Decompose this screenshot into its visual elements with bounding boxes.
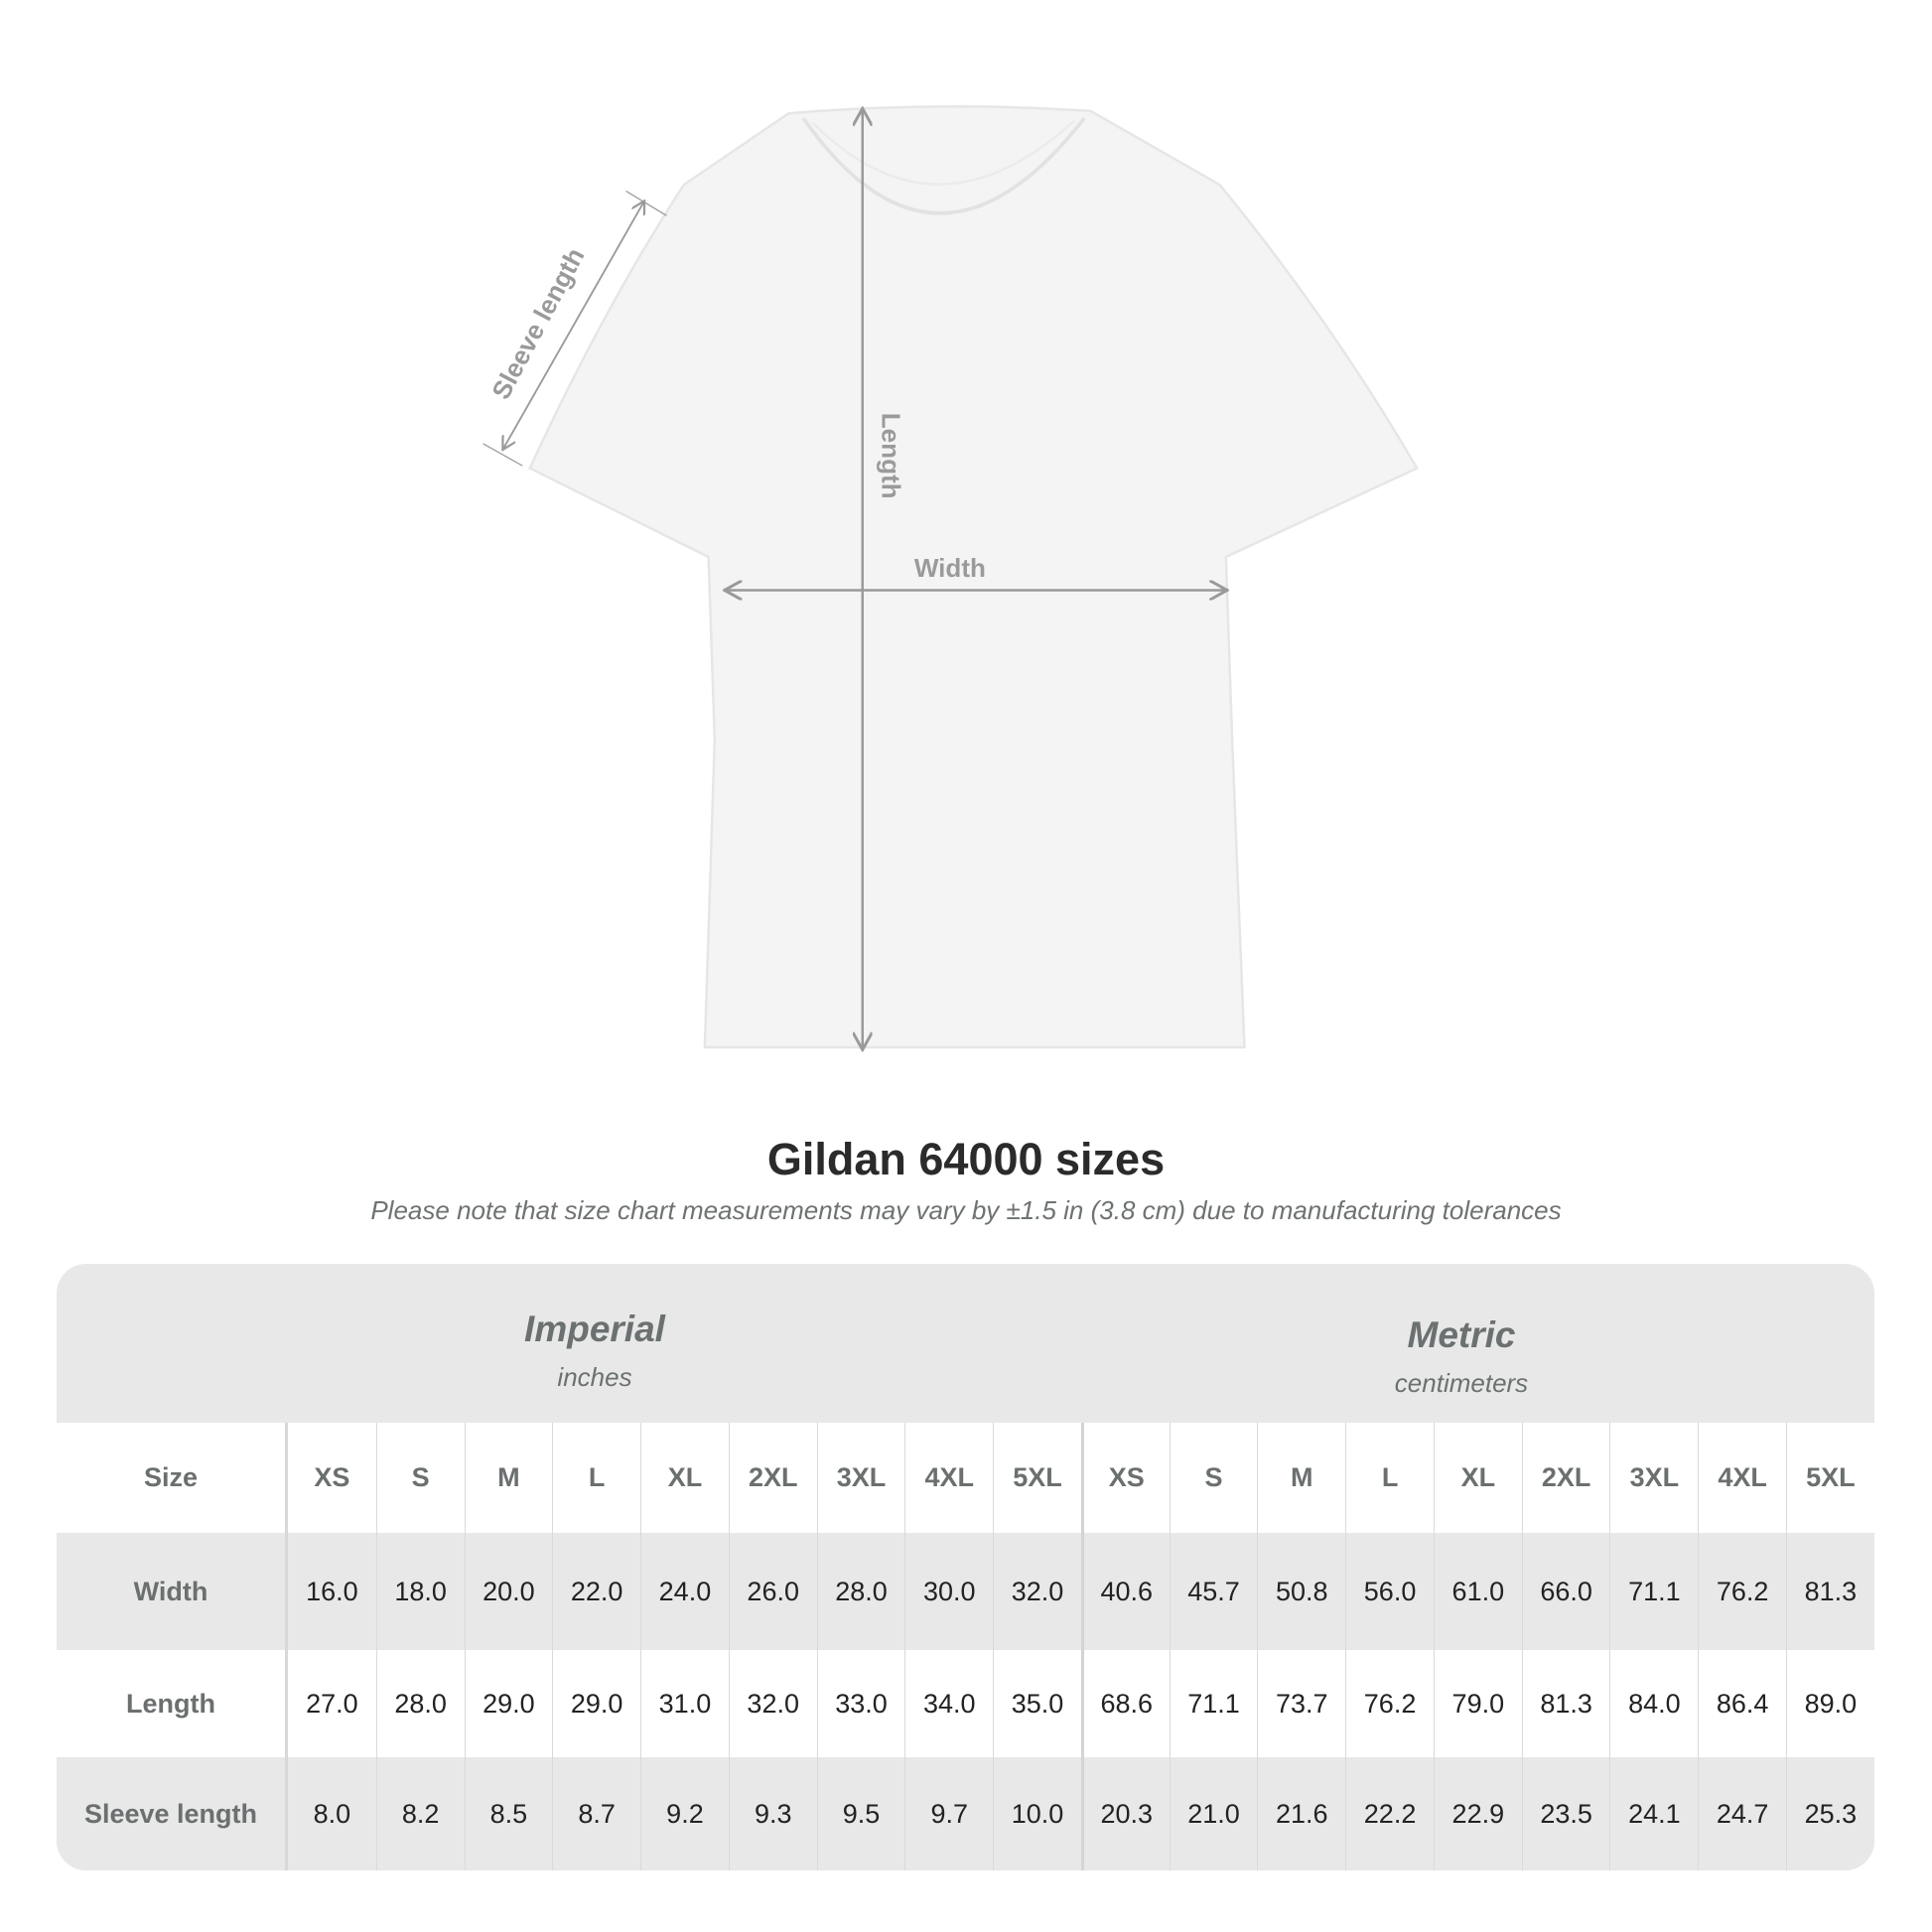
imperial-heading: Imperial: [524, 1309, 665, 1349]
row-label: Width: [57, 1533, 288, 1650]
value-cell: 25.3: [1786, 1757, 1874, 1870]
size-header-cell: 3XL: [1609, 1423, 1698, 1533]
value-cell: 29.0: [552, 1650, 640, 1757]
value-cell: 79.0: [1433, 1650, 1522, 1757]
value-cell: 81.3: [1786, 1533, 1874, 1650]
size-header-cell: 5XL: [993, 1423, 1081, 1533]
size-header-cell: M: [1257, 1423, 1345, 1533]
size-header-cell: L: [1345, 1423, 1434, 1533]
value-cell: 68.6: [1080, 1650, 1170, 1757]
imperial-unit: inches: [557, 1362, 632, 1392]
value-cell: 8.5: [464, 1757, 553, 1870]
table-row: Sleeve length 8.0 8.2 8.5 8.7 9.2 9.3 9.5 9.7 10.…: [57, 1757, 1874, 1870]
value-cell: 66.0: [1521, 1533, 1610, 1650]
value-cell: 24.1: [1609, 1757, 1698, 1870]
value-cell: 32.0: [728, 1650, 817, 1757]
value-cell: 76.2: [1698, 1533, 1786, 1650]
value-cell: 81.3: [1521, 1650, 1610, 1757]
size-header-cell: L: [552, 1423, 640, 1533]
value-cell: 30.0: [904, 1533, 993, 1650]
value-cell: 26.0: [728, 1533, 817, 1650]
size-header-cell: XL: [1433, 1423, 1522, 1533]
value-cell: 32.0: [993, 1533, 1081, 1650]
table-row: Length 27.0 28.0 29.0 29.0 31.0 32.0 33.0 34.0 35…: [57, 1650, 1874, 1757]
size-header-cell: 4XL: [1698, 1423, 1786, 1533]
size-header-cell: 2XL: [728, 1423, 817, 1533]
value-cell: 9.2: [640, 1757, 729, 1870]
size-header-cell: XS: [1080, 1423, 1170, 1533]
tolerance-note: Please note that size chart measurements…: [370, 1195, 1562, 1225]
value-cell: 71.1: [1609, 1533, 1698, 1650]
value-cell: 28.0: [816, 1533, 905, 1650]
value-cell: 76.2: [1345, 1650, 1434, 1757]
value-cell: 71.1: [1169, 1650, 1258, 1757]
value-cell: 21.6: [1257, 1757, 1345, 1870]
sleeve-arrow: [502, 201, 644, 450]
size-header-cell: XL: [640, 1423, 729, 1533]
row-label: Sleeve length: [57, 1757, 288, 1870]
size-header-cell: M: [464, 1423, 553, 1533]
value-cell: 73.7: [1257, 1650, 1345, 1757]
value-cell: 23.5: [1521, 1757, 1610, 1870]
value-cell: 40.6: [1080, 1533, 1170, 1650]
row-label: Length: [57, 1650, 288, 1757]
value-cell: 9.3: [728, 1757, 817, 1870]
page-title: Gildan 64000 sizes: [766, 1134, 1166, 1184]
length-label: Length: [877, 413, 906, 499]
value-cell: 10.0: [993, 1757, 1081, 1870]
size-table: Imperial inches Metric centimeters Size X…: [57, 1264, 1874, 1870]
value-cell: 27.0: [306, 1688, 358, 1719]
value-cell: 9.5: [816, 1757, 905, 1870]
value-cell: 86.4: [1698, 1650, 1786, 1757]
value-cell: 50.8: [1257, 1533, 1345, 1650]
value-cell: 16.0: [306, 1576, 358, 1606]
value-cell: 22.0: [552, 1533, 640, 1650]
value-cell: 22.9: [1433, 1757, 1522, 1870]
row-label: Size: [57, 1423, 288, 1533]
value-cell: 28.0: [375, 1650, 465, 1757]
size-header-row: Size XS S M L XL 2XL 3XL 4XL 5XL XS S M L XL 2XL 3XL 4XL 5…: [57, 1423, 1874, 1533]
value-cell: 18.0: [375, 1533, 465, 1650]
value-cell: 35.0: [993, 1650, 1081, 1757]
value-cell: 8.0: [313, 1798, 351, 1829]
size-header-cell: S: [375, 1423, 465, 1533]
value-cell: 29.0: [464, 1650, 553, 1757]
value-cell: 24.7: [1698, 1757, 1786, 1870]
size-header-cell: 2XL: [1521, 1423, 1610, 1533]
size-header-cell: 5XL: [1786, 1423, 1874, 1533]
size-header-cell: S: [1169, 1423, 1258, 1533]
metric-heading: Metric: [1407, 1314, 1516, 1355]
value-cell: 34.0: [904, 1650, 993, 1757]
value-cell: 22.2: [1345, 1757, 1434, 1870]
value-cell: 33.0: [816, 1650, 905, 1757]
value-cell: 8.7: [552, 1757, 640, 1870]
value-cell: 8.2: [375, 1757, 465, 1870]
size-header-cell: 4XL: [904, 1423, 993, 1533]
value-cell: 20.3: [1080, 1757, 1170, 1870]
size-header-cell: 3XL: [816, 1423, 905, 1533]
collar: [801, 116, 1086, 215]
value-cell: 61.0: [1433, 1533, 1522, 1650]
width-label: Width: [914, 553, 986, 583]
value-cell: 20.0: [464, 1533, 553, 1650]
imperial-heading-block: Imperial inches: [524, 1309, 665, 1393]
metric-heading-block: Metric centimeters: [1395, 1314, 1528, 1399]
size-header-cell: XS: [314, 1462, 350, 1492]
table-row: Width 16.0 18.0 20.0 22.0 24.0 26.0 28.0 30.0 32.…: [57, 1533, 1874, 1650]
value-cell: 31.0: [640, 1650, 729, 1757]
value-cell: 56.0: [1345, 1533, 1434, 1650]
value-cell: 84.0: [1609, 1650, 1698, 1757]
metric-unit: centimeters: [1394, 1368, 1529, 1398]
value-cell: 45.7: [1169, 1533, 1258, 1650]
value-cell: 21.0: [1169, 1757, 1258, 1870]
value-cell: 24.0: [640, 1533, 729, 1650]
value-cell: 9.7: [904, 1757, 993, 1870]
value-cell: 89.0: [1786, 1650, 1874, 1757]
